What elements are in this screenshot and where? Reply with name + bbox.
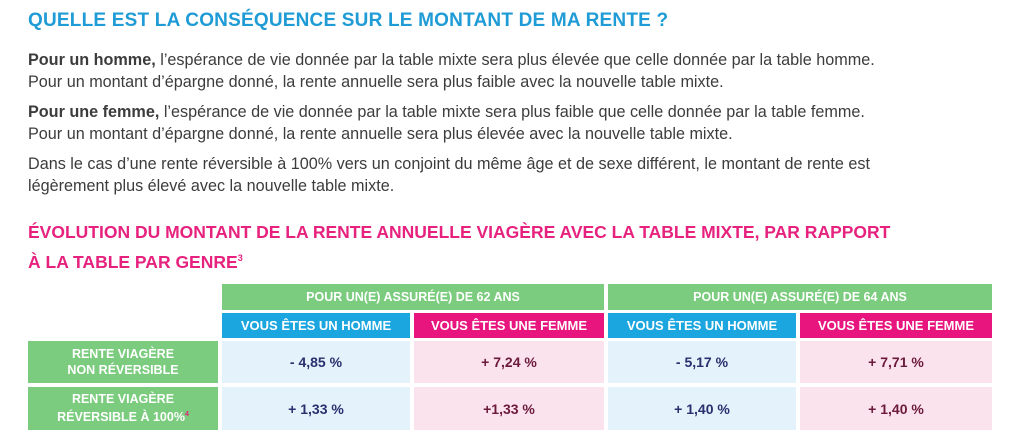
subheader-homme-64: VOUS ÊTES UN HOMME (608, 313, 796, 338)
row-label-non-reversible: RENTE VIAGÈRE NON RÉVERSIBLE (28, 341, 218, 383)
value-cell: + 7,24 % (414, 341, 604, 383)
paragraph-text: légèrement plus élevé avec la nouvelle t… (28, 177, 395, 195)
value-cell: + 1,40 % (800, 387, 992, 430)
paragraph-text: Pour un montant d’épargne donné, la rent… (28, 73, 724, 91)
value-cell: - 4,85 % (222, 341, 410, 383)
value-cell: + 1,40 % (608, 387, 796, 430)
group-header-62: POUR UN(E) ASSURÉ(E) DE 62 ANS (222, 284, 604, 310)
value-cell: +1,33 % (414, 387, 604, 430)
subheader-homme-62: VOUS ÊTES UN HOMME (222, 313, 410, 338)
row-label-line: RÉVERSIBLE À 100% (57, 410, 185, 425)
row-label-line: RENTE VIAGÈRE (71, 347, 175, 361)
subheader-femme-64: VOUS ÊTES UNE FEMME (800, 313, 992, 338)
paragraph-lead: Pour une femme, (28, 103, 160, 121)
table-title-line2: À LA TABLE PAR GENRE (28, 251, 238, 272)
paragraph-text: Dans le cas d’une rente réversible à 100… (28, 155, 870, 173)
value-cell: + 7,71 % (800, 341, 992, 383)
subheader-femme-62: VOUS ÊTES UNE FEMME (414, 313, 604, 338)
footnote-ref: 3 (237, 253, 243, 263)
section-title: QUELLE EST LA CONSÉQUENCE SUR LE MONTANT… (28, 10, 669, 31)
paragraph-text: l’espérance de vie donnée par la table m… (159, 103, 865, 121)
paragraph-text: Pour un montant d’épargne donné, la rent… (28, 125, 733, 143)
row-label-line: NON RÉVERSIBLE (67, 363, 179, 377)
table-title-line1: ÉVOLUTION DU MONTANT DE LA RENTE ANNUELL… (28, 222, 891, 242)
paragraph-text: l’espérance de vie donnée par la table m… (155, 51, 875, 69)
row-label-line: RENTE VIAGÈRE (71, 392, 175, 407)
row-label-reversible: RENTE VIAGÈRE RÉVERSIBLE À 100%4 (28, 387, 218, 430)
value-cell: + 1,33 % (222, 387, 410, 430)
paragraph-femme: Pour une femme, l’espérance de vie donné… (28, 101, 998, 145)
value-cell: - 5,17 % (608, 341, 796, 383)
paragraph-homme: Pour un homme, l’espérance de vie donnée… (28, 49, 998, 93)
paragraph-reversible: Dans le cas d’une rente réversible à 100… (28, 153, 998, 197)
table-title: ÉVOLUTION DU MONTANT DE LA RENTE ANNUELL… (28, 219, 988, 275)
group-header-64: POUR UN(E) ASSURÉ(E) DE 64 ANS (608, 284, 992, 310)
paragraph-lead: Pour un homme, (28, 51, 156, 69)
footnote-ref: 4 (184, 411, 189, 419)
